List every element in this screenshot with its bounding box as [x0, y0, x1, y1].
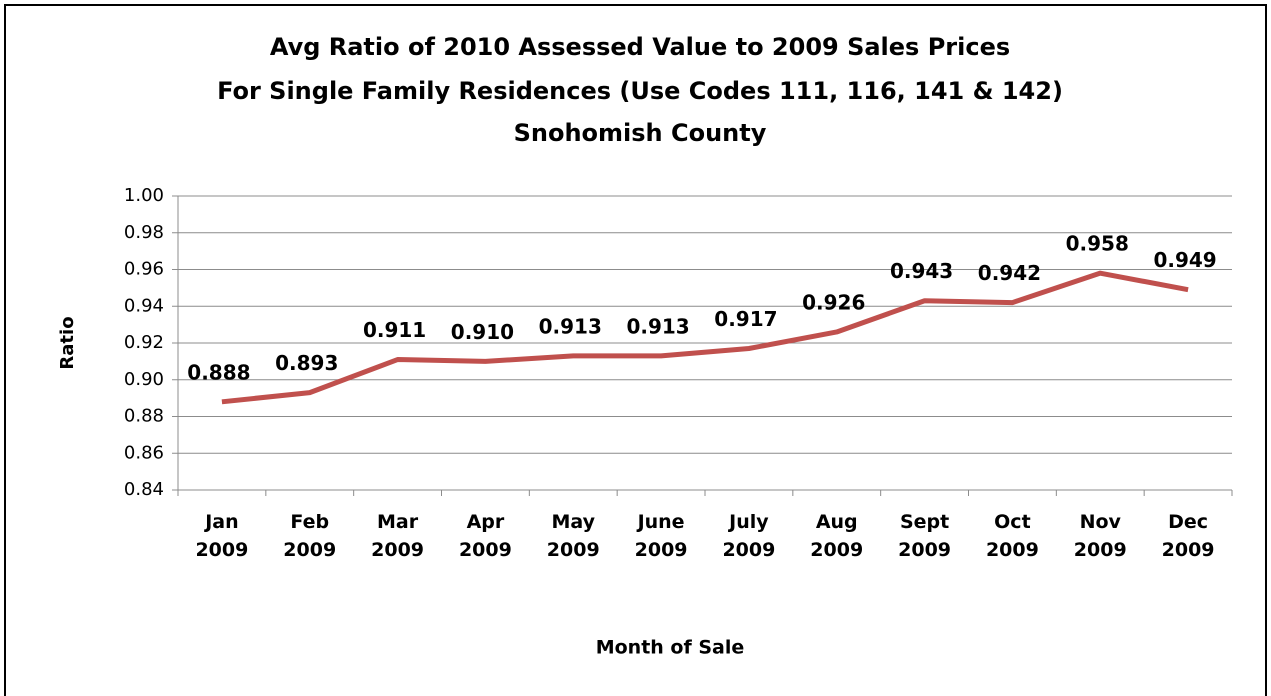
- data-label: 0.958: [1066, 232, 1129, 256]
- chart-title: For Single Family Residences (Use Codes …: [217, 77, 1063, 105]
- y-tick-label: 0.94: [124, 295, 164, 316]
- data-label: 0.926: [802, 290, 865, 314]
- y-tick-label: 0.86: [124, 442, 164, 463]
- y-tick-label: 1.00: [124, 185, 164, 206]
- y-axis-label: Ratio: [57, 316, 78, 369]
- x-tick-label: Oct 2009: [985, 511, 1039, 561]
- data-label: 0.943: [890, 259, 953, 283]
- x-tick-label: June 2009: [634, 511, 688, 561]
- x-tick-label: Dec 2009: [1161, 511, 1215, 561]
- line: [221, 270, 1189, 405]
- data-label: 0.913: [626, 314, 689, 338]
- data-label: 0.911: [363, 318, 426, 342]
- y-tick-label: 0.84: [124, 479, 164, 500]
- y-tick-label: 0.98: [124, 222, 164, 243]
- x-tick-label: Apr 2009: [458, 511, 512, 561]
- y-tick-label: 0.90: [124, 369, 164, 390]
- data-label: 0.913: [539, 314, 602, 338]
- data-label: 0.893: [275, 351, 338, 375]
- x-tick-label: Jan 2009: [195, 511, 249, 561]
- x-tick-label: Mar 2009: [371, 511, 425, 561]
- x-tick-label: Aug 2009: [810, 511, 864, 561]
- data-label: 0.888: [187, 360, 250, 384]
- y-tick-label: 0.88: [124, 406, 164, 427]
- data-label: 0.949: [1153, 248, 1216, 272]
- x-tick-label: Feb 2009: [283, 511, 337, 561]
- chart-title: Snohomish County: [514, 119, 767, 147]
- data-label: 0.917: [714, 307, 777, 331]
- chart-title: Avg Ratio of 2010 Assessed Value to 2009…: [270, 33, 1010, 61]
- x-tick-label: May 2009: [546, 511, 600, 561]
- x-axis-label: Month of Sale: [596, 637, 745, 659]
- y-tick-label: 0.96: [124, 259, 164, 280]
- x-tick-label: Sept 2009: [898, 511, 952, 561]
- data-label: 0.942: [978, 261, 1041, 285]
- x-tick-label: July 2009: [722, 511, 776, 561]
- data-label: 0.910: [451, 320, 514, 344]
- x-tick-label: Nov 2009: [1073, 511, 1127, 561]
- y-tick-label: 0.92: [124, 332, 164, 353]
- chart-border: [4, 4, 1267, 696]
